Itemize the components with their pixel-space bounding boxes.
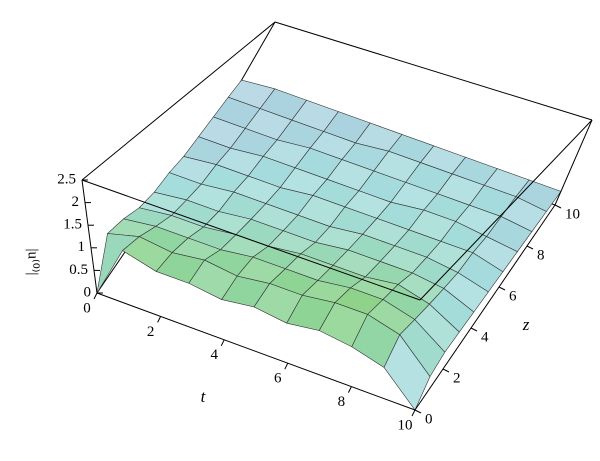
x-tick-label: 6	[274, 371, 282, 387]
box-edge	[81, 179, 421, 301]
z-tick-label: 2.5	[57, 171, 76, 187]
y-tick	[498, 286, 506, 291]
surface-facet	[383, 334, 431, 411]
x-tick-label: 8	[338, 394, 346, 410]
x-tick	[93, 292, 98, 300]
y-tick	[554, 204, 562, 209]
y-tick-label: 4	[481, 329, 489, 345]
y-tick-label: 6	[509, 288, 517, 304]
box-edge	[554, 119, 593, 206]
x-tick-label: 0	[83, 300, 91, 316]
box-edge	[81, 179, 98, 294]
z-tick-label: 1	[78, 239, 86, 255]
box-edge	[236, 21, 276, 89]
box-edge	[96, 292, 416, 411]
x-tick	[284, 362, 289, 370]
x-axis-label: t	[201, 387, 207, 406]
z-tick-label: 0.5	[69, 262, 88, 278]
z-tick-label: 0	[84, 284, 92, 300]
box-edge	[419, 119, 593, 301]
x-tick-label: 10	[398, 417, 413, 433]
y-tick-label: 10	[565, 206, 580, 222]
box-edge	[414, 204, 556, 411]
x-tick	[347, 386, 352, 393]
z-tick-label: 2	[72, 194, 80, 210]
y-tick	[470, 327, 478, 332]
y-tick	[442, 368, 450, 373]
x-tick	[157, 316, 162, 323]
box-edge	[81, 21, 276, 181]
y-tick-label: 2	[453, 370, 461, 386]
surface	[96, 79, 562, 411]
y-tick	[526, 245, 534, 250]
x-tick-label: 4	[210, 347, 218, 363]
box-edge	[274, 21, 593, 121]
x-tick-label: 2	[147, 324, 155, 340]
y-tick	[414, 409, 422, 414]
y-axis-label: z	[522, 315, 530, 334]
x-tick	[220, 339, 225, 347]
box-front: 0 2 4 6 8 10 0 2 4 6 8 10 0 0.5 1 1.5 2 2.5	[57, 21, 593, 433]
z-axis-label: |u⁽⁰⁾|	[25, 249, 41, 276]
z-tick-label: 1.5	[63, 217, 82, 233]
y-tick-label: 0	[425, 411, 433, 427]
x-tick	[411, 409, 416, 417]
y-tick-label: 8	[537, 247, 545, 263]
